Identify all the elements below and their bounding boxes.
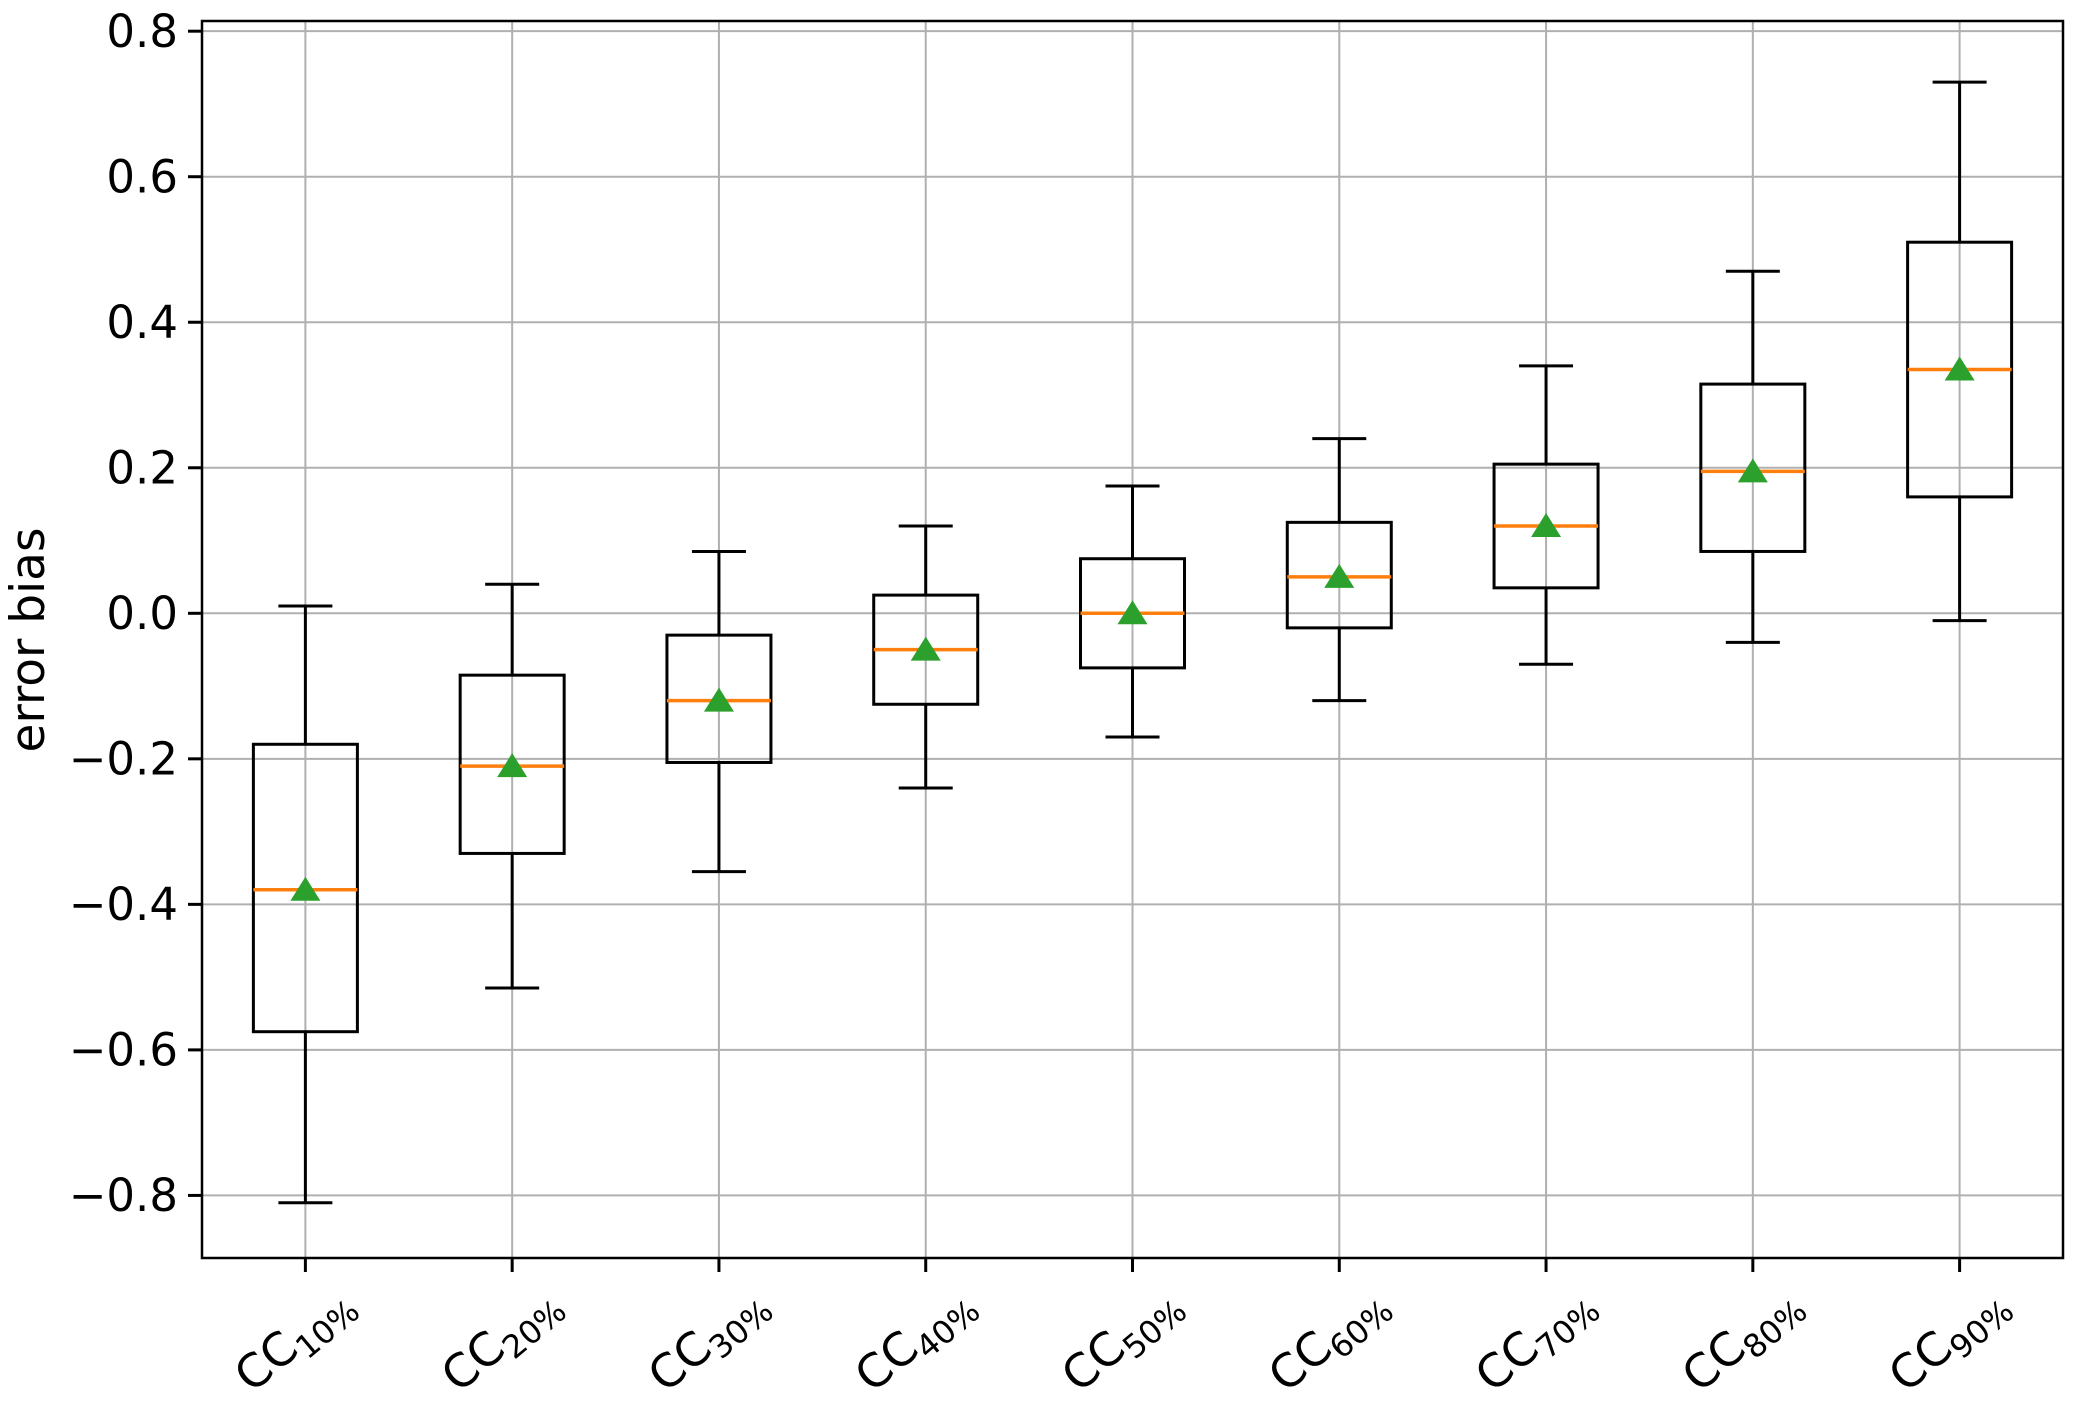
mean-marker-icon [1737, 458, 1768, 483]
x-tick-label: CC60% [1258, 1274, 1401, 1408]
y-tick-label: 0.2 [106, 442, 178, 495]
box-group-CC90% [1906, 80, 2014, 623]
mean-marker-icon [290, 876, 321, 901]
mean-marker-icon [1324, 563, 1355, 588]
axis-layer: 0.8 0.6 0.4 0.2 0.0 −0.2 −0.4 −0.6 −0.8 CC10% CC20… [69, 5, 2065, 1408]
iqr-box [458, 673, 566, 855]
box-group-CC40% [872, 524, 980, 790]
mean-marker-icon [1531, 512, 1562, 537]
x-tick-label: CC20% [431, 1274, 574, 1408]
y-tick-label: 0.6 [106, 150, 178, 203]
y-tick-label: −0.4 [69, 878, 178, 931]
x-tick-label: CC50% [1051, 1274, 1194, 1408]
boxes-layer [251, 80, 2014, 1205]
iqr-box [1285, 520, 1393, 630]
box-group-CC20% [458, 582, 566, 990]
y-tick-label: 0.4 [106, 296, 178, 349]
y-tick-label: −0.6 [69, 1024, 178, 1077]
mean-marker-icon [1117, 600, 1148, 625]
box-group-CC30% [665, 549, 773, 874]
mean-marker-icon [703, 687, 734, 712]
box-group-CC80% [1699, 269, 1807, 644]
y-axis-label: error bias [1, 528, 56, 753]
y-tick-label: −0.8 [69, 1169, 178, 1222]
x-tick-label: CC80% [1671, 1274, 1814, 1408]
x-tick-label: CC10% [224, 1274, 367, 1408]
mean-marker-icon [1944, 356, 1975, 381]
mean-marker-icon [910, 636, 941, 661]
box-group-CC70% [1492, 364, 1600, 666]
box-group-CC10% [251, 604, 359, 1205]
x-tick-label: CC30% [638, 1274, 781, 1408]
y-tick-label: 0.0 [106, 587, 178, 640]
y-tick-label: −0.2 [69, 733, 178, 786]
mean-marker-icon [497, 753, 528, 778]
box-group-CC50% [1079, 484, 1186, 739]
x-tick-label: CC90% [1878, 1274, 2021, 1408]
grid-layer [202, 21, 2063, 1258]
iqr-box [1699, 382, 1807, 553]
x-tick-label: CC70% [1465, 1274, 1608, 1408]
box-group-CC60% [1285, 437, 1393, 703]
y-tick-label: 0.8 [106, 5, 178, 58]
iqr-box [251, 742, 359, 1034]
x-tick-label: CC40% [844, 1274, 987, 1408]
iqr-box [665, 633, 773, 764]
